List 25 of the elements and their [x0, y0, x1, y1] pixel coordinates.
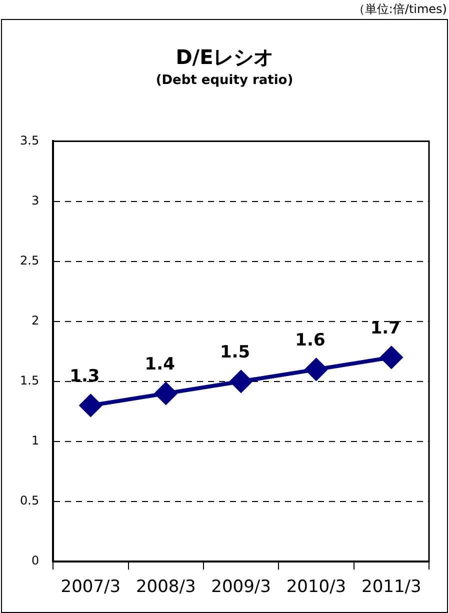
data-label: 1.3 [70, 366, 100, 386]
data-label: 1.4 [144, 354, 176, 374]
y-tick-label: 0 [31, 554, 40, 568]
text: （単位:倍/times) [352, 1, 447, 18]
y-tick-label: 1 [31, 434, 40, 448]
y-tick-label: 3.5 [20, 133, 40, 148]
point [305, 358, 328, 380]
data-label: 1.6 [295, 330, 326, 350]
point [230, 370, 252, 392]
data-label: 1.5 [220, 342, 250, 362]
y-tick-label: 3 [31, 193, 40, 208]
x-tick-label: 2010/3 [286, 577, 346, 598]
y-tick-label: 2.5 [20, 253, 40, 268]
y-tick-label: 0.5 [20, 494, 40, 508]
x-tick-label: 2007/3 [60, 577, 121, 598]
y-tick-label: 1.5 [20, 374, 40, 388]
x-tick-label: 2008/3 [136, 577, 196, 598]
point [80, 394, 102, 416]
y-tick-label: 2 [31, 313, 40, 328]
point [154, 382, 177, 404]
chart-subtitle: (Debt equity ratio) [154, 73, 294, 88]
x-tick-label: 2009/3 [211, 577, 271, 598]
point [380, 346, 402, 368]
x-tick-label: 2011/3 [362, 577, 422, 598]
chart-title: D/Eレシオ [174, 44, 274, 71]
